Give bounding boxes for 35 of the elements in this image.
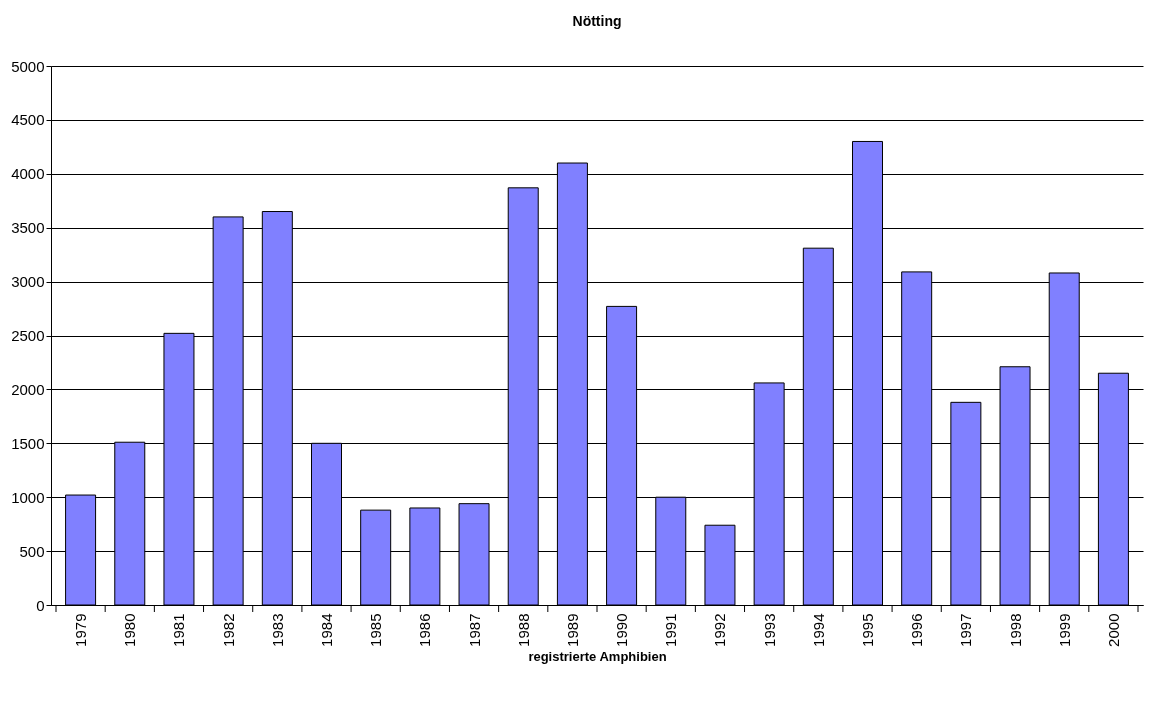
x-tick-label: 1991 xyxy=(662,613,680,647)
x-tick-label: 1986 xyxy=(416,613,434,647)
y-tick-label: 0 xyxy=(36,596,45,614)
x-tick-label: 1979 xyxy=(72,613,90,647)
y-tick-label: 2000 xyxy=(11,380,45,398)
y-tick-label: 3000 xyxy=(11,273,45,291)
x-tick-label: 1984 xyxy=(318,613,335,647)
x-tick-label: 1981 xyxy=(170,613,188,647)
x-tick-label: 1980 xyxy=(121,613,139,647)
y-tick-label: 5000 xyxy=(11,57,45,75)
x-tick-label: 1999 xyxy=(1055,613,1073,647)
x-axis-title: registrierte Amphibien xyxy=(528,648,667,664)
y-tick-label: 4500 xyxy=(11,111,45,129)
x-tick-label: 1993 xyxy=(760,613,778,647)
y-tick-label: 1000 xyxy=(11,488,45,506)
y-tick-label: 3500 xyxy=(11,219,45,237)
y-tick-label: 500 xyxy=(19,542,45,560)
y-tick-label: 1500 xyxy=(11,434,45,452)
chart-title: Nötting xyxy=(572,13,622,29)
x-tick-label: 1987 xyxy=(465,613,483,647)
x-tick-label: 1998 xyxy=(1006,613,1024,647)
x-tick-label: 1994 xyxy=(809,613,827,647)
x-tick-label: 1985 xyxy=(367,613,385,647)
x-tick-label: 1982 xyxy=(219,613,237,647)
x-tick-label: 1992 xyxy=(711,613,729,647)
x-tick-label: 1996 xyxy=(908,613,926,647)
x-tick-label: 1989 xyxy=(563,613,581,647)
x-tick-label: 1997 xyxy=(957,613,975,647)
x-tick-label: 2000 xyxy=(1104,613,1122,647)
x-tick-label: 1988 xyxy=(514,613,532,647)
x-tick-label: 1983 xyxy=(268,613,286,647)
y-tick-label: 4000 xyxy=(11,165,45,183)
x-tick-label: 1990 xyxy=(613,613,631,647)
y-tick-label: 2500 xyxy=(11,327,45,344)
x-tick-label: 1995 xyxy=(859,613,876,647)
